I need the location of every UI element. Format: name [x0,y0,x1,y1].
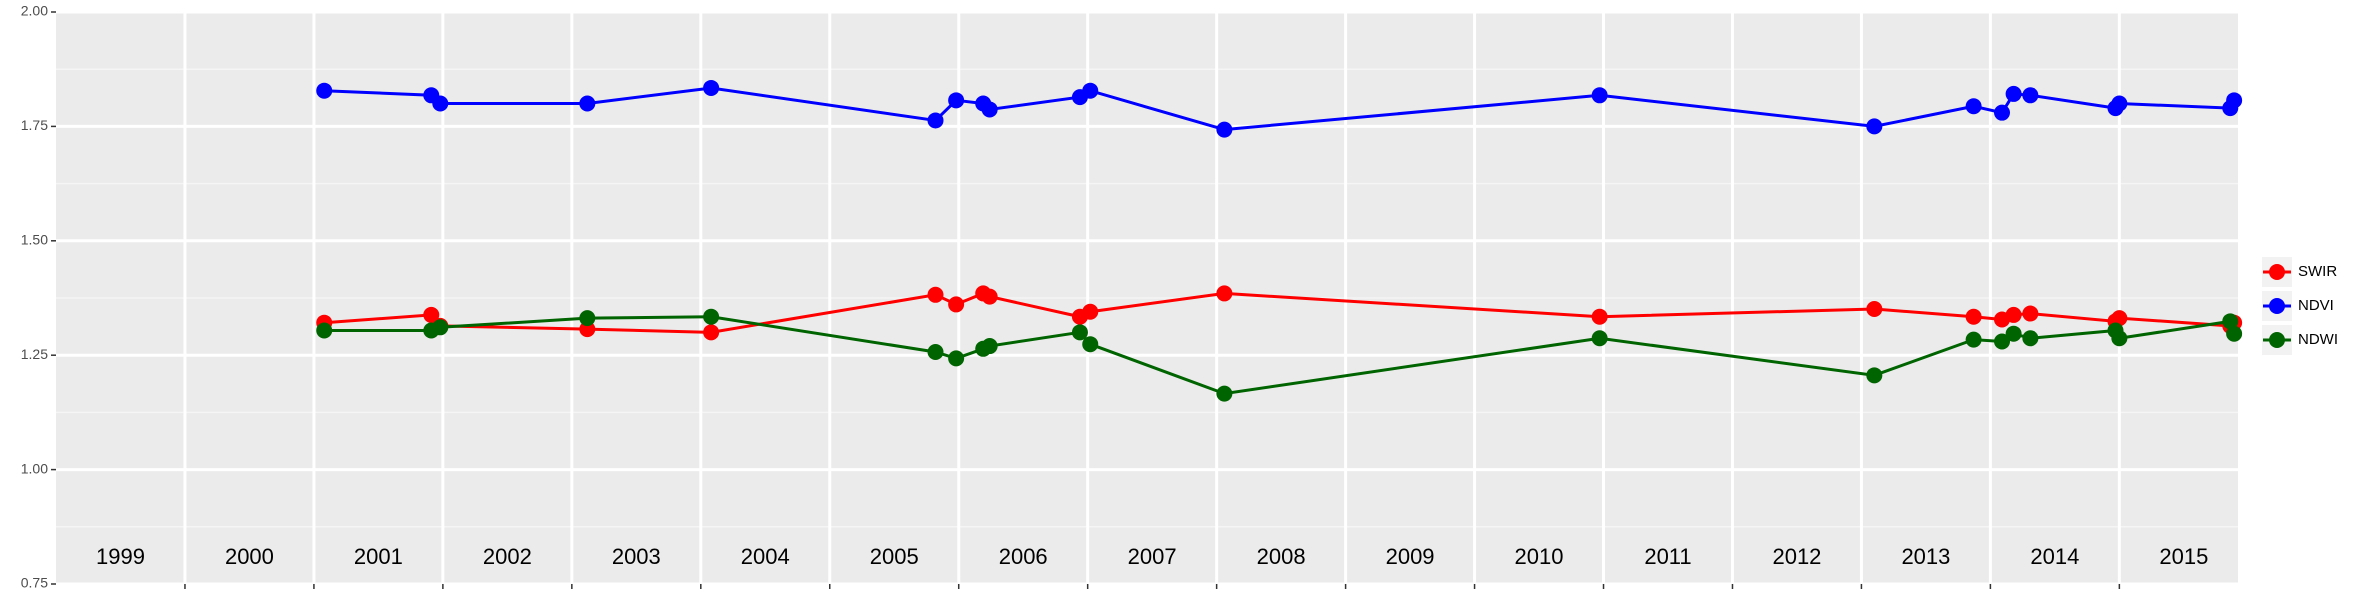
point [1866,367,1883,384]
year-label: 2003 [612,544,661,569]
point [1591,308,1608,325]
legend-point [2269,298,2285,314]
point [703,79,720,96]
point [948,350,965,367]
point [2222,313,2239,330]
point [1965,308,1982,325]
point [981,338,998,355]
point [2005,306,2022,323]
point [703,308,720,325]
point [1216,385,1233,402]
legend-label: NDVI [2298,297,2334,314]
y-tick-label: 0.75 [21,575,48,591]
legend-label: NDWI [2298,331,2338,348]
legend-label: SWIR [2298,263,2337,280]
year-label: 2008 [1257,544,1306,569]
y-tick-label: 1.75 [21,117,48,133]
point [2226,92,2243,109]
point [2111,95,2128,112]
point [1965,98,1982,115]
point [1216,121,1233,138]
point [1866,118,1883,135]
year-label: 2001 [354,544,403,569]
point [2022,330,2039,347]
series-line [324,86,2236,132]
point [927,112,944,129]
point [423,306,440,323]
legend-point [2269,264,2285,280]
year-label: 2004 [741,544,790,569]
point [1591,87,1608,104]
point [1216,285,1233,302]
point [1994,104,2011,121]
series-line [324,291,2236,334]
series-line [324,315,2236,396]
point [1082,336,1099,353]
point [579,95,596,112]
point [2111,310,2128,327]
point [2226,325,2243,342]
point [1591,330,1608,347]
point [981,101,998,118]
point [2111,330,2128,347]
y-tick-label: 1.25 [21,346,48,362]
point [316,322,333,339]
year-label: 2015 [2159,544,2208,569]
point [1994,333,2011,350]
point [1866,300,1883,317]
point [316,82,333,99]
point [2022,87,2039,104]
legend-point [2269,332,2285,348]
point [579,310,596,327]
year-label: 2012 [1772,544,1821,569]
year-label: 1999 [96,544,145,569]
point [703,324,720,341]
point [927,343,944,360]
point [1082,82,1099,99]
year-label: 2005 [870,544,919,569]
y-tick-label: 1.00 [21,460,48,476]
year-label: 2009 [1386,544,1435,569]
year-label: 2011 [1644,544,1691,569]
point [579,321,596,338]
point [1071,324,1088,341]
point [432,319,449,336]
point [432,95,449,112]
y-tick-label: 1.50 [21,232,48,248]
point [981,288,998,305]
point [1965,331,1982,348]
year-label: 2000 [225,544,274,569]
point [2005,325,2022,342]
point [2005,85,2022,102]
year-label: 2007 [1128,544,1177,569]
year-label: 2006 [999,544,1048,569]
point [2022,305,2039,322]
point [948,92,965,109]
year-label: 2013 [1901,544,1950,569]
point [1082,303,1099,320]
point [927,286,944,303]
point [948,296,965,313]
year-label: 2002 [483,544,532,569]
y-tick-label: 2.00 [21,3,48,19]
year-label: 2014 [2030,544,2079,569]
year-label: 2010 [1515,544,1564,569]
